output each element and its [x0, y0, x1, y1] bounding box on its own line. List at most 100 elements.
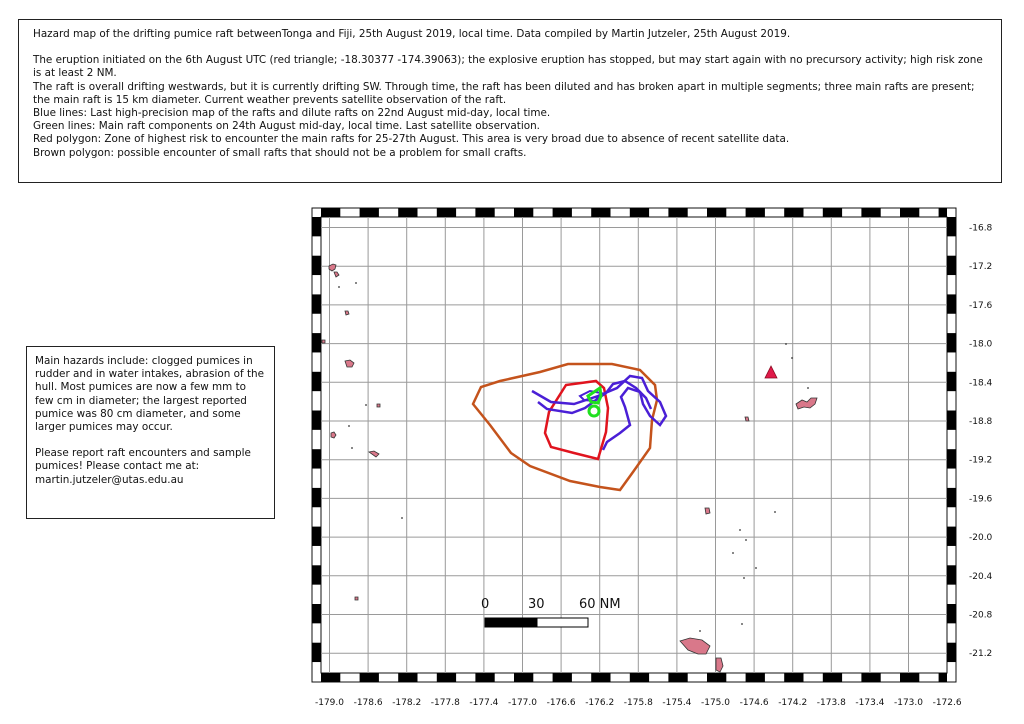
lat-tick-label: -16.8	[969, 224, 993, 234]
edge-bar-left	[312, 410, 321, 430]
scale-bar-white	[536, 617, 589, 628]
edge-bar-bottom	[398, 673, 418, 682]
map-grid	[321, 217, 947, 673]
green-raft-1	[586, 385, 603, 405]
scale-label-0: 0	[481, 597, 489, 612]
lon-tick-label: -174.6	[740, 698, 769, 708]
lon-tick-label: -175.4	[662, 698, 691, 708]
edge-bar-top	[514, 208, 534, 217]
island-fiji-north	[328, 263, 337, 272]
lat-tick-label: -17.6	[969, 301, 993, 311]
edge-bar-top	[398, 208, 418, 217]
edge-bar-left	[312, 642, 321, 663]
lat-tick-label: -18.4	[969, 378, 993, 388]
edge-bar-top	[707, 208, 727, 217]
edge-bar-left	[312, 255, 321, 276]
edge-bar-right	[947, 410, 956, 430]
island-lau-2	[376, 403, 381, 408]
islands	[321, 263, 818, 673]
edge-bar-right	[947, 487, 956, 508]
lon-tick-label: -175.8	[624, 698, 653, 708]
edge-bar-top	[668, 208, 688, 217]
map-frame	[311, 207, 957, 683]
scale-bar: 0 30 60 NM	[481, 597, 621, 628]
lat-tick-label: -18.8	[969, 417, 993, 427]
red-risk-polygon	[543, 379, 610, 461]
brown-legend: Brown polygon: possible encounter of sma…	[33, 146, 527, 159]
edge-bar-right	[947, 449, 956, 469]
edge-bar-bottom	[784, 673, 804, 682]
edge-bar-bottom	[745, 673, 765, 682]
edge-bar-top	[861, 208, 881, 217]
lat-tick-label: -20.8	[969, 611, 993, 621]
island-small-3	[354, 596, 359, 601]
edge-bar-top	[784, 208, 804, 217]
island-haapai	[704, 507, 711, 515]
lon-tick-label: -173.8	[817, 698, 846, 708]
edge-bar-bottom	[707, 673, 727, 682]
edge-bar-right	[947, 333, 956, 353]
lon-tick-label: -177.4	[469, 698, 498, 708]
lon-tick-label: -172.6	[933, 698, 962, 708]
edge-bar-bottom	[514, 673, 534, 682]
lon-tick-label: -177.0	[508, 698, 537, 708]
island-late	[744, 416, 750, 422]
blue-raft-outline-2	[537, 379, 653, 415]
edge-bar-bottom	[475, 673, 495, 682]
lat-tick-label: -18.0	[969, 340, 993, 350]
lon-tick-label: -176.6	[547, 698, 576, 708]
edge-bar-right	[947, 526, 956, 546]
edge-bar-bottom	[900, 673, 920, 682]
edge-bar-top	[745, 208, 765, 217]
island-fiji-north-2	[333, 271, 340, 278]
latitude-labels: -16.8 -17.2 -17.6 -18.0 -18.4 -18.8 -19.2 -19.6…	[969, 224, 993, 660]
edge-bar-bottom	[552, 673, 572, 682]
island-lau-1	[344, 359, 355, 368]
lon-tick-label: -179.0	[315, 698, 344, 708]
edge-bar-right	[947, 565, 956, 585]
scale-label-30: 30	[528, 597, 545, 612]
edge-bar-bottom	[938, 673, 947, 682]
edge-bar-right	[947, 217, 956, 237]
volcano-triangle-icon	[764, 365, 778, 379]
blue-raft-outline-3	[578, 389, 603, 403]
red-legend: Red polygon: Zone of highest risk to enc…	[33, 133, 790, 146]
island-lau-4	[368, 450, 380, 458]
lat-tick-label: -21.2	[969, 649, 992, 659]
lon-tick-label: -177.8	[431, 698, 460, 708]
lat-tick-label: -17.2	[969, 262, 992, 272]
edge-bar-top	[591, 208, 611, 217]
edge-bar-right	[947, 642, 956, 663]
island-small-1	[344, 310, 350, 316]
edge-bar-top	[436, 208, 457, 217]
edge-bar-left	[312, 449, 321, 469]
edge-bar-bottom	[321, 673, 341, 682]
edge-bar-bottom	[861, 673, 881, 682]
edge-bar-right	[947, 604, 956, 624]
hazards-text: Main hazards include: clogged pumices in…	[35, 355, 265, 434]
edge-bar-right	[947, 255, 956, 276]
island-dots	[338, 282, 809, 632]
edge-bar-bottom	[591, 673, 611, 682]
island-vavau	[795, 397, 818, 410]
edge-bar-left	[312, 217, 321, 237]
edge-bar-left	[312, 604, 321, 624]
edge-bar-top	[629, 208, 650, 217]
edge-bar-bottom	[822, 673, 843, 682]
edge-bar-left	[312, 487, 321, 508]
map-edge-bars	[312, 208, 956, 682]
green-legend: Green lines: Main raft components on 24t…	[33, 120, 540, 133]
edge-bar-top	[822, 208, 843, 217]
contact-text: Please report raft encounters and sample…	[35, 447, 251, 486]
lon-tick-label: -173.4	[855, 698, 884, 708]
edge-bar-top	[475, 208, 495, 217]
lat-tick-label: -19.2	[969, 456, 992, 466]
lon-tick-label: -178.2	[392, 698, 421, 708]
lat-tick-label: -20.0	[969, 533, 993, 543]
lon-tick-label: -178.6	[354, 698, 383, 708]
eruption-note: The eruption initiated on the 6th August…	[33, 54, 983, 80]
drift-note: The raft is overall drifting westwards, …	[33, 80, 975, 106]
scale-bar-black	[484, 617, 538, 628]
edge-bar-left	[312, 294, 321, 314]
blue-legend: Blue lines: Last high-precision map of t…	[33, 107, 551, 120]
